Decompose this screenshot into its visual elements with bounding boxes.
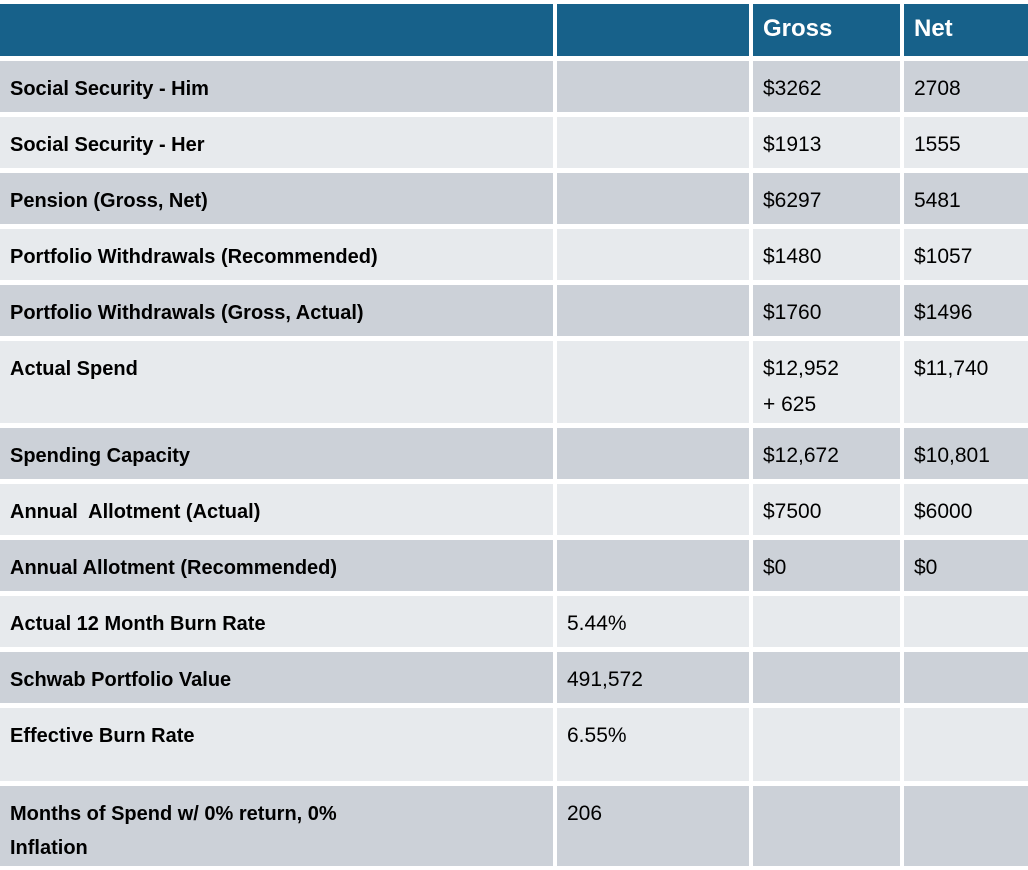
gross-value-cell: $1913 — [753, 117, 900, 168]
mid-value-cell — [557, 229, 749, 280]
net-value-cell — [904, 786, 1028, 866]
row-label: Schwab Portfolio Value — [0, 652, 553, 703]
gross-value-cell — [753, 596, 900, 647]
gross-value-cell: $12,952 + 625 — [753, 341, 900, 423]
gross-value-cell: $1760 — [753, 285, 900, 336]
mid-value-cell: 491,572 — [557, 652, 749, 703]
net-value-cell: $1057 — [904, 229, 1028, 280]
mid-value-cell: 206 — [557, 786, 749, 866]
row-label: Pension (Gross, Net) — [0, 173, 553, 224]
mid-value-cell — [557, 484, 749, 535]
header-label-column — [0, 4, 553, 56]
row-label: Annual Allotment (Recommended) — [0, 540, 553, 591]
row-label: Social Security - Him — [0, 61, 553, 112]
net-value-cell — [904, 708, 1028, 781]
net-value-cell: $1496 — [904, 285, 1028, 336]
gross-value-cell: $1480 — [753, 229, 900, 280]
mid-value-cell — [557, 428, 749, 479]
gross-value-cell — [753, 708, 900, 781]
gross-value-cell — [753, 786, 900, 866]
mid-value-cell: 5.44% — [557, 596, 749, 647]
header-mid-column — [557, 4, 749, 56]
header-gross: Gross — [753, 4, 900, 56]
mid-value-cell — [557, 341, 749, 423]
header-net: Net — [904, 4, 1028, 56]
mid-value-cell: 6.55% — [557, 708, 749, 781]
gross-value-cell: $7500 — [753, 484, 900, 535]
row-label: Portfolio Withdrawals (Gross, Actual) — [0, 285, 553, 336]
mid-value-cell — [557, 173, 749, 224]
row-label: Annual Allotment (Actual) — [0, 484, 553, 535]
gross-value-cell — [753, 652, 900, 703]
net-value-cell: $11,740 — [904, 341, 1028, 423]
row-label: Effective Burn Rate — [0, 708, 553, 781]
net-value-cell: 1555 — [904, 117, 1028, 168]
gross-value-cell: $3262 — [753, 61, 900, 112]
mid-value-cell — [557, 117, 749, 168]
net-value-cell: 5481 — [904, 173, 1028, 224]
row-label: Portfolio Withdrawals (Recommended) — [0, 229, 553, 280]
net-value-cell: $6000 — [904, 484, 1028, 535]
gross-value-cell: $0 — [753, 540, 900, 591]
net-value-cell: 2708 — [904, 61, 1028, 112]
row-label: Social Security - Her — [0, 117, 553, 168]
mid-value-cell — [557, 285, 749, 336]
net-value-cell: $0 — [904, 540, 1028, 591]
row-label: Spending Capacity — [0, 428, 553, 479]
net-value-cell: $10,801 — [904, 428, 1028, 479]
net-value-cell — [904, 596, 1028, 647]
mid-value-cell — [557, 61, 749, 112]
gross-value-cell: $6297 — [753, 173, 900, 224]
mid-value-cell — [557, 540, 749, 591]
row-label: Months of Spend w/ 0% return, 0% Inflati… — [0, 786, 553, 866]
gross-value-cell: $12,672 — [753, 428, 900, 479]
row-label: Actual Spend — [0, 341, 553, 423]
row-label: Actual 12 Month Burn Rate — [0, 596, 553, 647]
net-value-cell — [904, 652, 1028, 703]
